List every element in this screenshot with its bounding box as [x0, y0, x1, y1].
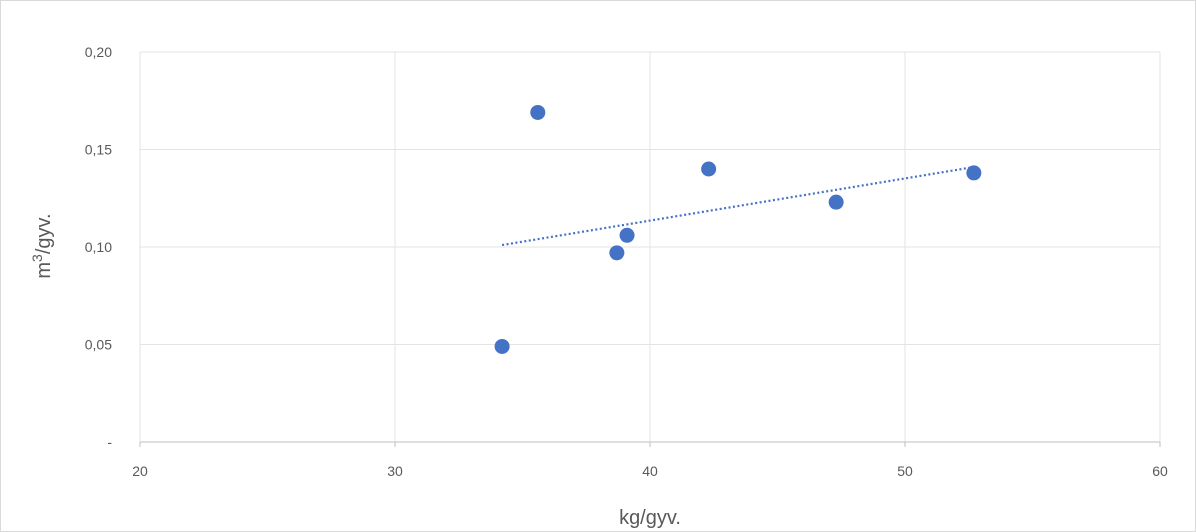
tick-labels: 20 30 40 50 60 - 0,05 0,10 0,15 0,20 [85, 44, 1168, 479]
x-tick-label: 30 [387, 463, 403, 479]
data-point [828, 194, 844, 210]
y-tick-label: 0,10 [85, 239, 112, 255]
grid-lines [139, 51, 1161, 442]
y-tick-label: 0,05 [85, 337, 112, 353]
y-axis-title: m3/gyv. [29, 213, 55, 278]
y-tick-label: 0,20 [85, 44, 112, 60]
y-axis-title-superscript: 3 [29, 254, 45, 262]
data-point [966, 165, 982, 181]
data-point [701, 161, 717, 177]
x-tick-label: 60 [1152, 463, 1168, 479]
x-tick-label: 40 [642, 463, 658, 479]
y-tick-label: - [107, 434, 112, 450]
data-point [609, 245, 625, 261]
data-point [619, 227, 635, 243]
data-points [494, 104, 982, 354]
y-tick-label: 0,15 [85, 142, 112, 158]
trendline [501, 165, 975, 247]
y-axis-title-rest: /gyv. [33, 213, 55, 254]
x-axis-title: kg/gyv. [619, 507, 681, 529]
x-tick-label: 20 [132, 463, 148, 479]
y-axis-title-base: m [33, 262, 55, 279]
trendline-layer [501, 165, 975, 247]
data-point [530, 104, 546, 120]
data-point [494, 338, 510, 354]
x-tick-label: 50 [897, 463, 913, 479]
axes [139, 441, 1161, 447]
